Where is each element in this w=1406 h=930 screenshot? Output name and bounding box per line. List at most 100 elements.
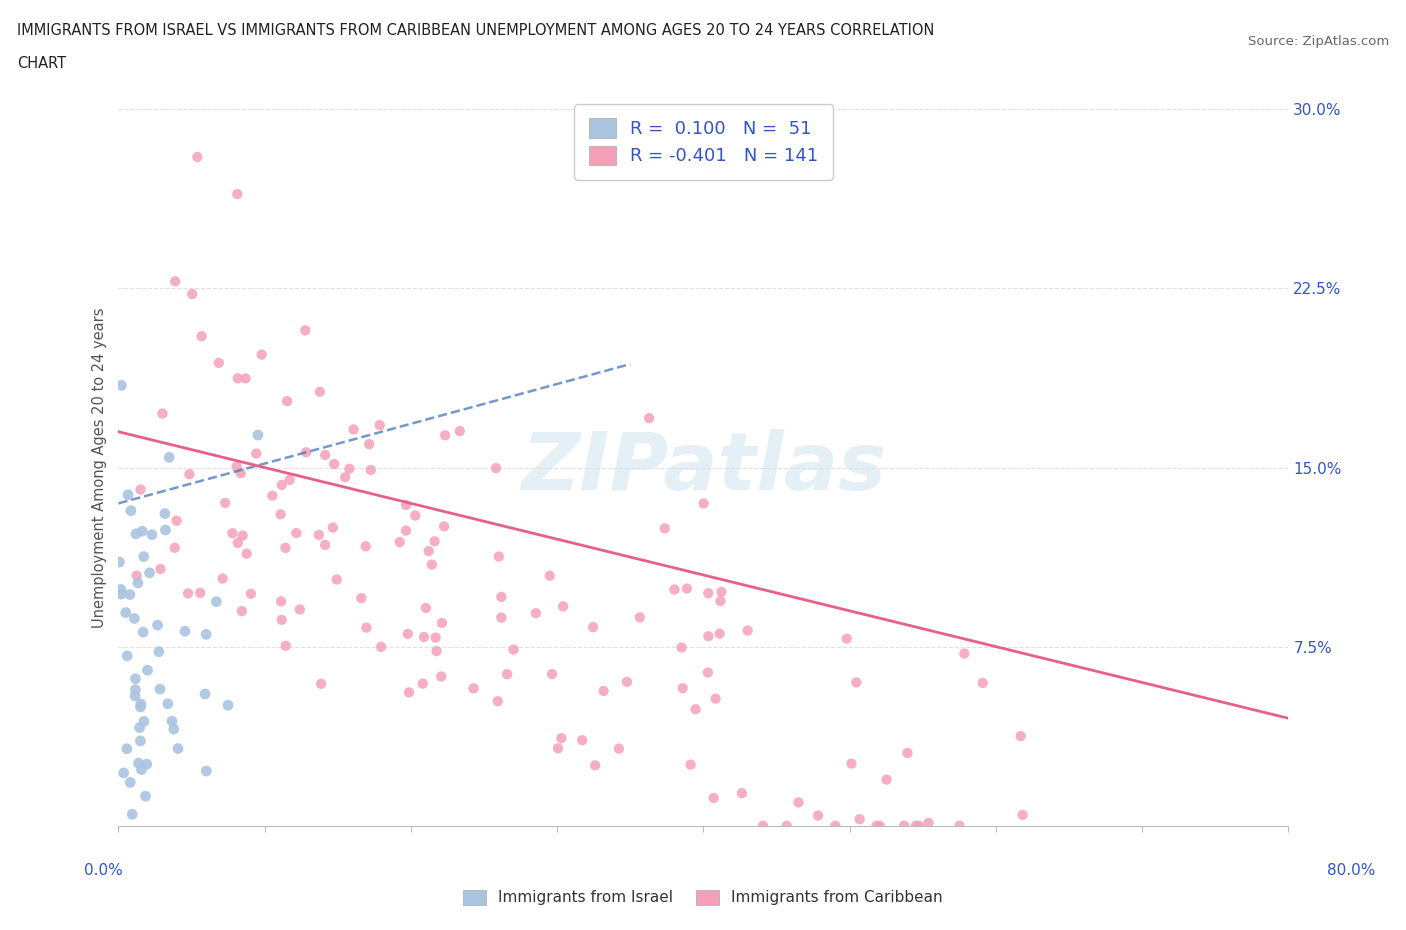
- Point: [692, 496, 714, 511]
- Point: [350, 591, 373, 605]
- Point: [239, 586, 262, 601]
- Point: [404, 508, 426, 523]
- Point: [274, 540, 297, 555]
- Point: [108, 554, 131, 569]
- Point: [270, 477, 292, 492]
- Point: [205, 594, 228, 609]
- Point: [127, 576, 149, 591]
- Point: [132, 550, 155, 565]
- Point: [129, 697, 152, 711]
- Point: [138, 565, 160, 580]
- Point: [270, 594, 292, 609]
- Point: [179, 467, 201, 482]
- Point: [550, 731, 572, 746]
- Point: [135, 757, 157, 772]
- Point: [314, 447, 336, 462]
- Point: [114, 605, 136, 620]
- Point: [214, 496, 236, 511]
- Point: [904, 818, 927, 833]
- Point: [418, 544, 440, 559]
- Point: [208, 355, 231, 370]
- Point: [190, 329, 212, 344]
- Point: [120, 503, 142, 518]
- Point: [1010, 729, 1032, 744]
- Point: [449, 424, 471, 439]
- Point: [865, 818, 887, 833]
- Point: [430, 669, 453, 684]
- Point: [676, 581, 699, 596]
- Point: [485, 460, 508, 475]
- Point: [488, 549, 510, 564]
- Point: [430, 616, 453, 631]
- Point: [752, 818, 775, 833]
- Text: Source: ZipAtlas.com: Source: ZipAtlas.com: [1249, 35, 1389, 48]
- Point: [276, 393, 298, 408]
- Point: [135, 789, 157, 804]
- Point: [917, 816, 939, 830]
- Point: [125, 568, 148, 583]
- Point: [146, 618, 169, 632]
- Point: [463, 681, 485, 696]
- Point: [131, 763, 153, 777]
- Point: [132, 714, 155, 729]
- Point: [415, 601, 437, 616]
- Point: [246, 428, 269, 443]
- Point: [136, 663, 159, 678]
- Point: [124, 683, 146, 698]
- Point: [326, 572, 349, 587]
- Point: [163, 540, 186, 555]
- Point: [262, 488, 284, 503]
- Point: [502, 642, 524, 657]
- Point: [309, 676, 332, 691]
- Point: [124, 671, 146, 686]
- Point: [710, 584, 733, 599]
- Text: CHART: CHART: [17, 56, 66, 71]
- Point: [370, 640, 392, 655]
- Text: ZIPatlas: ZIPatlas: [522, 429, 886, 507]
- Point: [226, 187, 249, 202]
- Point: [551, 599, 574, 614]
- Point: [229, 466, 252, 481]
- Point: [155, 523, 177, 538]
- Point: [824, 818, 846, 833]
- Point: [194, 686, 217, 701]
- Point: [221, 525, 243, 540]
- Point: [395, 498, 418, 512]
- Point: [235, 371, 257, 386]
- Point: [156, 697, 179, 711]
- Point: [112, 765, 135, 780]
- Point: [425, 644, 447, 658]
- Point: [308, 527, 330, 542]
- Point: [571, 733, 593, 748]
- Point: [295, 445, 318, 459]
- Point: [368, 418, 391, 432]
- Point: [118, 587, 141, 602]
- Point: [124, 611, 146, 626]
- Point: [110, 582, 132, 597]
- Point: [149, 682, 172, 697]
- Point: [195, 627, 218, 642]
- Text: IMMIGRANTS FROM ISRAEL VS IMMIGRANTS FROM CARIBBEAN UNEMPLOYMENT AMONG AGES 20 T: IMMIGRANTS FROM ISRAEL VS IMMIGRANTS FRO…: [17, 23, 934, 38]
- Point: [616, 674, 638, 689]
- Point: [129, 699, 152, 714]
- Point: [115, 741, 138, 756]
- Legend: R =  0.100   N =  51, R = -0.401   N = 141: R = 0.100 N = 51, R = -0.401 N = 141: [574, 104, 832, 179]
- Text: 0.0%: 0.0%: [84, 863, 124, 878]
- Point: [314, 538, 336, 552]
- Point: [166, 513, 188, 528]
- Point: [188, 585, 211, 600]
- Point: [354, 539, 377, 554]
- Point: [245, 446, 267, 461]
- Point: [285, 525, 308, 540]
- Point: [972, 675, 994, 690]
- Point: [129, 734, 152, 749]
- Point: [322, 520, 344, 535]
- Point: [160, 713, 183, 728]
- Point: [110, 587, 132, 602]
- Point: [128, 756, 150, 771]
- Point: [152, 406, 174, 421]
- Point: [664, 582, 686, 597]
- Point: [538, 568, 561, 583]
- Point: [496, 667, 519, 682]
- Point: [323, 457, 346, 472]
